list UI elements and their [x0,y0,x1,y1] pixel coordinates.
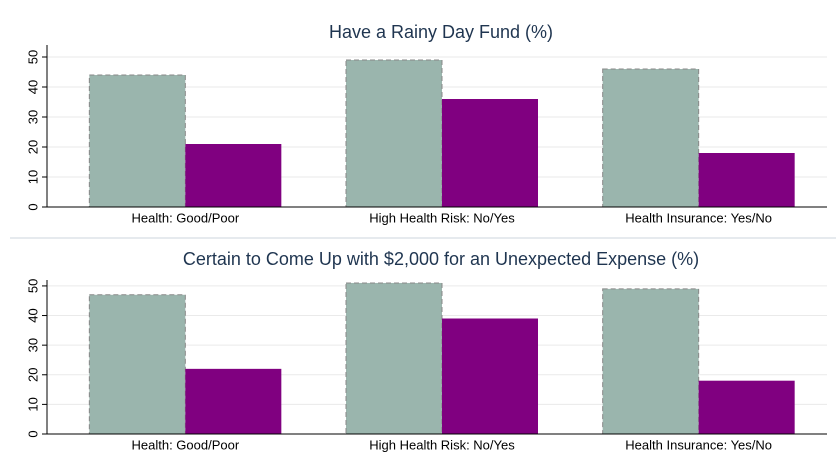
y-tick-label: 30 [25,110,40,124]
y-tick-label: 20 [25,140,40,154]
bar [88,74,186,208]
y-tick-label: 30 [25,338,40,352]
x-tick-label: Health: Good/Poor [131,210,239,225]
y-tick-label: 40 [25,308,40,322]
y-tick-label: 50 [25,279,40,293]
bar [345,59,443,208]
bar [698,153,795,207]
y-tick-label: 10 [25,397,40,411]
bar [345,282,443,435]
bar [442,318,538,434]
x-tick-label: Health Insurance: Yes/No [625,437,772,452]
bar [185,368,282,434]
y-tick-label: 50 [25,50,40,64]
y-tick-label: 0 [25,430,40,437]
x-tick-label: Health Insurance: Yes/No [625,210,772,225]
chart-title: Certain to Come Up with $2,000 for an Un… [183,249,699,269]
y-tick-label: 20 [25,368,40,382]
y-tick-label: 40 [25,80,40,94]
y-tick-label: 10 [25,170,40,184]
bar [185,144,282,207]
x-tick-label: High Health Risk: No/Yes [369,210,515,225]
bar [88,294,186,435]
x-tick-label: Health: Good/Poor [131,437,239,452]
bar [442,99,538,207]
bar [698,380,795,434]
bar [602,68,700,208]
y-tick-label: 0 [25,203,40,210]
bar [602,288,700,435]
x-tick-label: High Health Risk: No/Yes [369,437,515,452]
chart-title: Have a Rainy Day Fund (%) [329,22,553,42]
